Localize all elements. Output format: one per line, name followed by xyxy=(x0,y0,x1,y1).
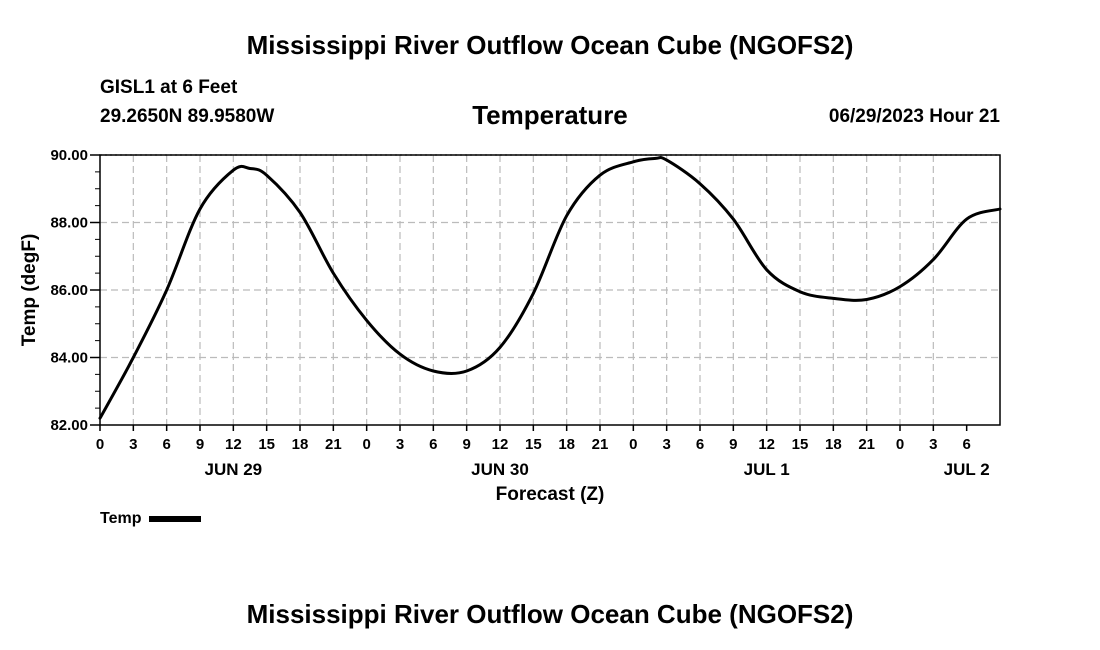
x-tick-label: 0 xyxy=(362,436,370,453)
legend-label: Temp xyxy=(100,510,142,527)
x-day-label: JUN 29 xyxy=(205,460,263,479)
x-day-label: JUL 1 xyxy=(744,460,790,479)
x-tick-label: 18 xyxy=(292,436,309,453)
x-tick-label: 3 xyxy=(662,436,670,453)
x-tick-label: 12 xyxy=(225,436,242,453)
x-tick-label: 0 xyxy=(896,436,904,453)
legend-swatch-temp xyxy=(149,516,202,522)
axis-labels: 0 3 6 9 12 15 18 21 0 3 6 9 12 15 18 21 0 3 6 9 12 15 18 21 0 3 6 8… xyxy=(50,147,989,479)
x-tick-label: 3 xyxy=(396,436,404,453)
x-tick-label: 15 xyxy=(792,436,809,453)
x-tick-label: 15 xyxy=(258,436,275,453)
x-day-label: JUL 2 xyxy=(944,460,990,479)
grid-lines xyxy=(100,154,1000,425)
x-tick-label: 12 xyxy=(492,436,509,453)
y-axis-title: Temp (degF) xyxy=(19,234,40,347)
y-tick-label: 90.00 xyxy=(50,147,88,164)
axis-ticks xyxy=(90,154,968,431)
x-tick-label: 6 xyxy=(162,436,170,453)
x-tick-label: 6 xyxy=(429,436,437,453)
x-tick-label: 21 xyxy=(592,436,609,453)
x-tick-label: 9 xyxy=(729,436,737,453)
main-title: Mississippi River Outflow Ocean Cube (NG… xyxy=(246,30,854,60)
y-tick-label: 84.00 xyxy=(50,350,88,367)
x-tick-label: 21 xyxy=(325,436,342,453)
x-axis-title: Forecast (Z) xyxy=(496,484,605,505)
x-tick-label: 0 xyxy=(629,436,637,453)
x-tick-label: 18 xyxy=(558,436,575,453)
x-tick-label: 18 xyxy=(825,436,842,453)
series-line-temp xyxy=(98,156,1002,420)
station-coordinates: 29.2650N 89.9580W xyxy=(100,106,275,127)
x-tick-label: 0 xyxy=(96,436,104,453)
forecast-datetime: 06/29/2023 Hour 21 xyxy=(828,106,1000,127)
station-label: GISL1 at 6 Feet xyxy=(100,77,238,98)
x-tick-label: 12 xyxy=(758,436,775,453)
x-tick-label: 3 xyxy=(929,436,937,453)
chart-title: Temperature xyxy=(472,100,628,130)
y-tick-label: 86.00 xyxy=(50,282,88,299)
y-tick-label: 82.00 xyxy=(50,417,88,434)
y-tick-label: 88.00 xyxy=(50,215,88,232)
legend: Temp xyxy=(100,510,202,528)
x-day-label: JUN 30 xyxy=(471,460,529,479)
x-tick-label: 21 xyxy=(858,436,875,453)
x-tick-label: 9 xyxy=(196,436,204,453)
x-tick-label: 6 xyxy=(696,436,704,453)
footer-title: Mississippi River Outflow Ocean Cube (NG… xyxy=(246,599,854,629)
x-tick-label: 3 xyxy=(129,436,137,453)
x-tick-label: 15 xyxy=(525,436,542,453)
x-tick-label: 6 xyxy=(962,436,970,453)
x-tick-label: 9 xyxy=(462,436,470,453)
